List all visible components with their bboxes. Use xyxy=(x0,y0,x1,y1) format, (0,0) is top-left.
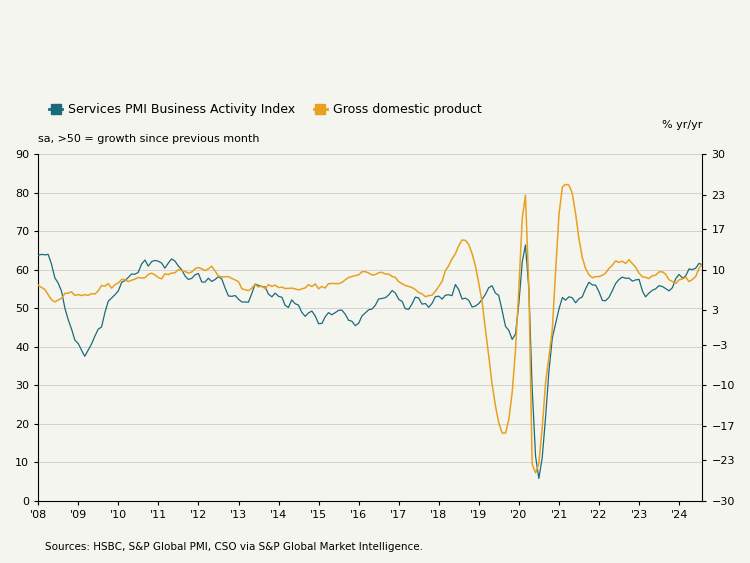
Text: % yr/yr: % yr/yr xyxy=(662,120,703,129)
Legend: Services PMI Business Activity Index, Gross domestic product: Services PMI Business Activity Index, Gr… xyxy=(44,98,487,121)
Text: sa, >50 = growth since previous month: sa, >50 = growth since previous month xyxy=(38,133,260,144)
Text: Sources: HSBC, S&P Global PMI, CSO via S&P Global Market Intelligence.: Sources: HSBC, S&P Global PMI, CSO via S… xyxy=(45,542,423,552)
